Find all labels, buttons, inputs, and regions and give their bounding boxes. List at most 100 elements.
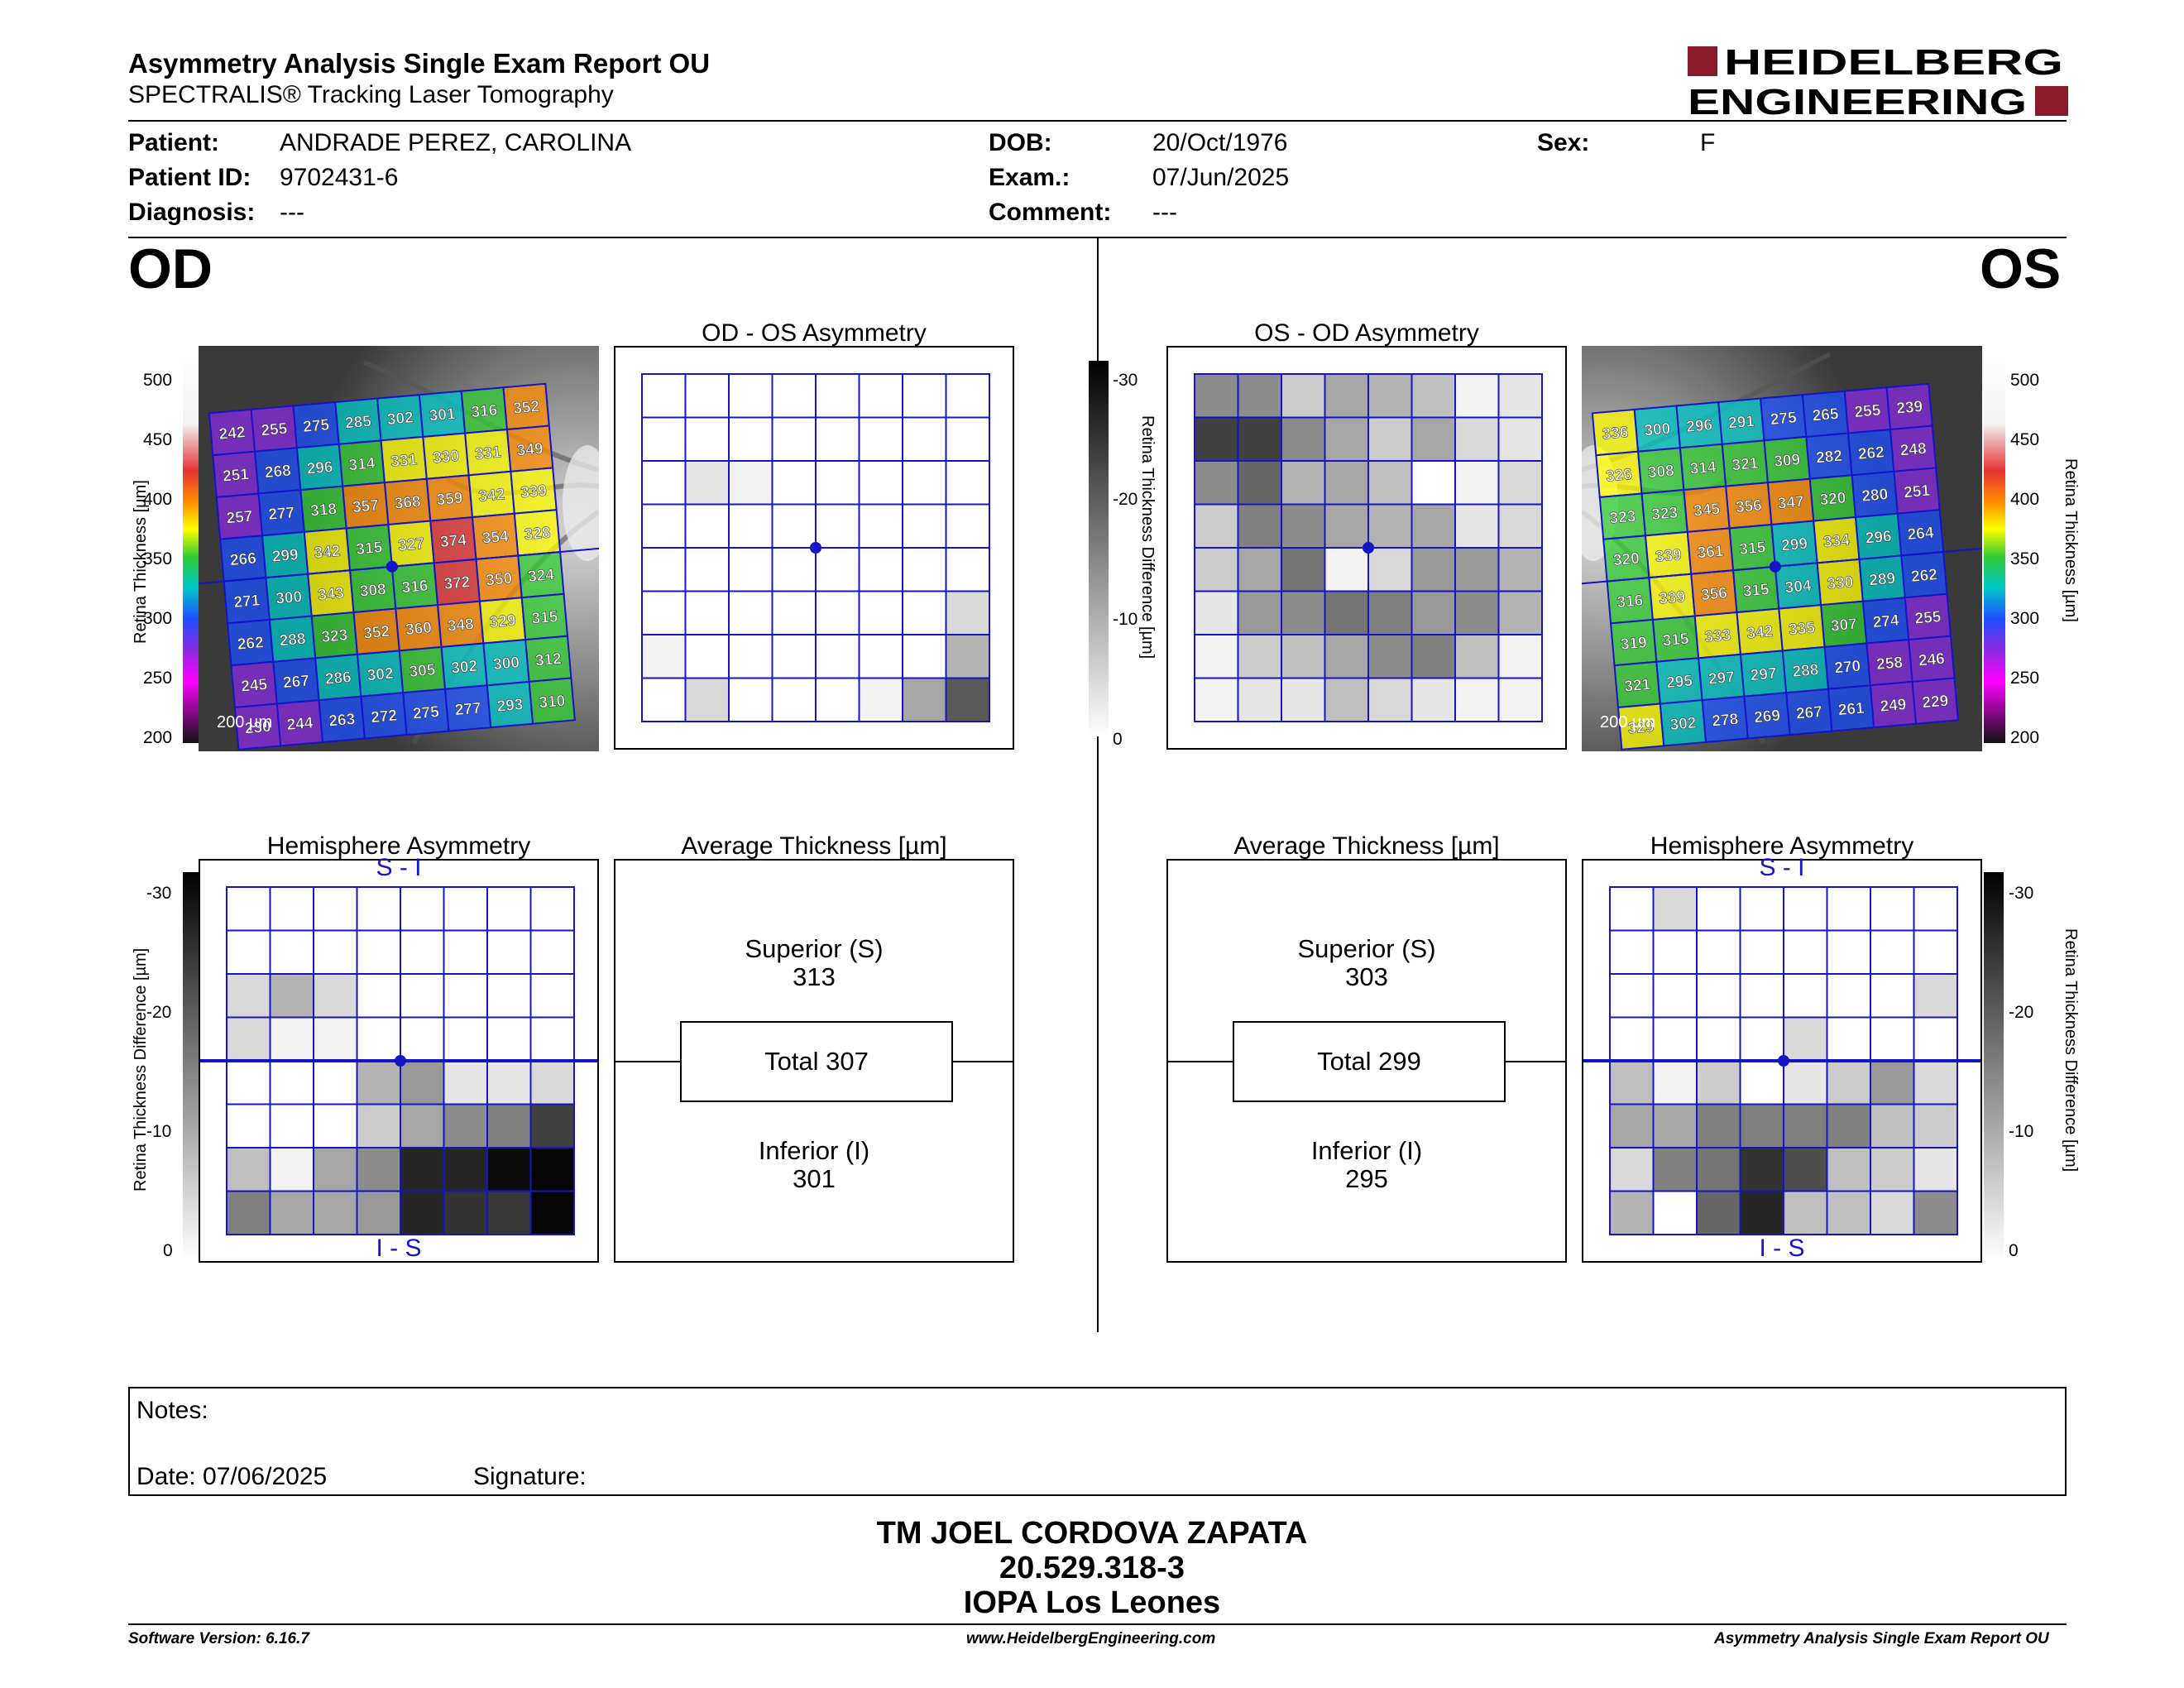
od-diff-colorbar-panel: -30 -20 -10 0 Retina Thickness Differenc…	[128, 869, 203, 1269]
od-map-thickness-value: 299	[271, 546, 299, 566]
od-hemi-cell	[269, 1147, 314, 1192]
os-hemi-cell	[1913, 1103, 1958, 1149]
os-hemi-cell	[1696, 1190, 1741, 1235]
od-map-thickness-value: 302	[386, 409, 414, 429]
od-diff-axis-label: Retina Thickness Difference [µm]	[132, 947, 150, 1192]
footer-website[interactable]: www.HeidelbergEngineering.com	[966, 1630, 1216, 1647]
os-asym-cell	[1281, 416, 1326, 462]
os-asym-cell	[1410, 416, 1456, 462]
od-hemi-cell	[443, 1103, 488, 1149]
os-map-thickness-value: 304	[1784, 578, 1813, 597]
os-asym-cell	[1367, 460, 1413, 506]
os-asym-cell	[1324, 373, 1369, 419]
od-asym-cell	[945, 590, 990, 635]
sex-label: Sex:	[1537, 129, 1590, 156]
od-asym-cell	[771, 590, 817, 635]
od-map-thickness-value: 315	[531, 608, 559, 628]
os-map-thickness-value: 329	[1627, 718, 1655, 738]
os-map-thickness-value: 269	[1753, 707, 1780, 727]
od-asym-cell	[902, 547, 947, 592]
os-asym-cell	[1194, 416, 1239, 462]
os-hemi-cell	[1652, 1103, 1698, 1149]
os-map-thickness-value: 262	[1910, 566, 1937, 586]
os-asym-cell	[1281, 373, 1326, 419]
os-map-thickness-value: 296	[1865, 528, 1892, 548]
od-map-thickness-value: 331	[390, 451, 419, 471]
exam-label: Exam.:	[989, 164, 1070, 191]
os-hemi-top-label: S - I	[1759, 854, 1805, 881]
os-hemi-grid	[1583, 886, 1980, 1235]
od-asym-fovea-dot	[810, 542, 821, 554]
od-map-thickness-value: 348	[447, 616, 474, 635]
os-map-thickness-value: 264	[1907, 524, 1935, 544]
os-map-thickness-value: 288	[1792, 661, 1819, 681]
os-map-thickness-value: 345	[1693, 501, 1721, 520]
od-map-thickness-value: 318	[309, 501, 337, 520]
os-asym-cell	[1324, 677, 1369, 722]
os-hemi-cell	[1783, 886, 1828, 932]
comment-label: Comment:	[989, 199, 1112, 226]
os-hemi-cell	[1826, 973, 1871, 1019]
od-hemi-cell	[486, 929, 532, 975]
od-hemi-cell	[443, 973, 488, 1019]
os-hemi-cell	[1783, 929, 1828, 975]
od-asym-cell	[902, 460, 947, 506]
od-map-thickness-value: 262	[237, 634, 264, 654]
od-hemi-cell	[356, 1016, 401, 1062]
od-hemi-cell	[529, 973, 575, 1019]
os-map-thickness-value: 255	[1914, 608, 1942, 628]
od-map-thickness-value: 277	[268, 504, 295, 524]
od-hemi-cell	[313, 1147, 358, 1192]
os-hemi-cell	[1826, 1103, 1871, 1149]
os-hemi-cell	[1783, 1147, 1828, 1192]
od-asym-cell	[641, 634, 687, 679]
os-hemi-cell	[1739, 1190, 1784, 1235]
od-asym-cell	[815, 547, 860, 592]
od-map-thickness-value: 359	[436, 490, 463, 510]
od-map-thickness-value: 244	[286, 714, 314, 734]
os-map-thickness-value: 270	[1834, 658, 1861, 678]
od-map-thickness-value: 285	[344, 413, 372, 433]
od-asym-cell	[815, 373, 860, 419]
od-map-thickness-value: 271	[233, 592, 261, 611]
od-asym-cell	[684, 547, 730, 592]
od-hemi-cell	[226, 929, 271, 975]
od-map-thickness-value: 324	[527, 566, 555, 586]
os-hemi-cell	[1826, 1190, 1871, 1235]
od-map-thickness-value: 300	[275, 588, 303, 608]
os-map-thickness-value: 342	[1746, 623, 1774, 643]
os-asym-cell	[1194, 460, 1239, 506]
od-map-thickness-value: 314	[348, 455, 376, 475]
od-thickness-map: 242 255 275 285 302 301 316 352 251 268 296 314 331 3…	[199, 346, 599, 751]
od-map-thickness-value: 357	[352, 496, 379, 516]
os-map-thickness-value: 315	[1662, 631, 1690, 650]
os-map-thickness-value: 251	[1903, 482, 1931, 502]
os-map-thickness-value: 282	[1815, 448, 1842, 468]
os-map-thickness-value: 339	[1659, 588, 1686, 608]
os-map-thickness-value: 291	[1727, 413, 1755, 433]
od-asym-cell	[858, 373, 903, 419]
os-hemi-cell	[1609, 929, 1655, 975]
sex-value: F	[1700, 129, 1716, 156]
exam-value: 07/Jun/2025	[1152, 164, 1290, 191]
os-map-thickness-value: 274	[1872, 612, 1900, 632]
os-hemi-panel: S - I I - S	[1582, 854, 1982, 1263]
od-hemi-cell	[226, 1147, 271, 1192]
od-total: Total 307	[680, 1021, 953, 1102]
od-asym-cell	[771, 634, 817, 679]
od-hemi-cell	[529, 1103, 575, 1149]
od-map-thickness-value: 331	[474, 444, 502, 463]
od-asym-panel	[614, 346, 1014, 750]
date-label: Date: 07/06/2025	[136, 1463, 328, 1490]
center-diff-colorbar	[1089, 361, 1109, 736]
os-asym-cell	[1454, 460, 1500, 506]
od-hemi-cell	[443, 1147, 488, 1192]
od-asym-cell	[945, 634, 990, 679]
od-map-thickness-value: 316	[401, 578, 429, 597]
od-map-thickness-value: 343	[317, 585, 344, 605]
od-map-thickness-value: 312	[534, 650, 562, 670]
od-hemi-cell	[226, 1060, 271, 1105]
os-hemi-cell	[1870, 973, 1915, 1019]
od-map-thickness-value: 302	[366, 665, 394, 685]
os-asym-cell	[1281, 590, 1326, 635]
